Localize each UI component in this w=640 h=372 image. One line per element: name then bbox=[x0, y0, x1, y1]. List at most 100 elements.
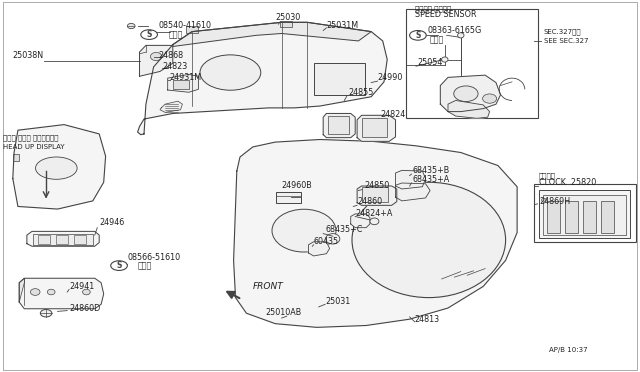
Text: 24860: 24860 bbox=[357, 198, 382, 206]
Text: 24850: 24850 bbox=[365, 181, 390, 190]
Text: CLOCK  25820: CLOCK 25820 bbox=[539, 178, 596, 187]
Bar bbox=[362, 187, 388, 202]
Ellipse shape bbox=[483, 94, 497, 103]
Text: 25031: 25031 bbox=[325, 297, 350, 306]
Text: 24855: 24855 bbox=[348, 88, 374, 97]
Text: （４）: （４） bbox=[138, 262, 152, 271]
Ellipse shape bbox=[442, 57, 448, 62]
Text: 24823: 24823 bbox=[162, 62, 187, 71]
Ellipse shape bbox=[541, 198, 547, 202]
Text: 24960B: 24960B bbox=[282, 181, 312, 190]
Ellipse shape bbox=[127, 23, 135, 29]
Polygon shape bbox=[19, 278, 104, 309]
Polygon shape bbox=[168, 74, 198, 92]
Polygon shape bbox=[396, 170, 426, 189]
Polygon shape bbox=[351, 214, 370, 228]
Bar bbox=[565, 201, 578, 232]
Polygon shape bbox=[13, 125, 106, 209]
Circle shape bbox=[141, 30, 157, 39]
Text: SEC.327参照: SEC.327参照 bbox=[544, 29, 582, 35]
Circle shape bbox=[111, 261, 127, 270]
Bar bbox=[543, 195, 626, 235]
Polygon shape bbox=[308, 242, 330, 256]
Text: 08540-41610: 08540-41610 bbox=[159, 21, 212, 30]
Text: 25010AB: 25010AB bbox=[266, 308, 302, 317]
Polygon shape bbox=[173, 22, 371, 46]
Bar bbox=[547, 201, 560, 232]
Circle shape bbox=[410, 31, 426, 40]
Ellipse shape bbox=[326, 234, 340, 244]
Polygon shape bbox=[396, 183, 430, 201]
Text: S: S bbox=[415, 31, 420, 40]
Ellipse shape bbox=[35, 157, 77, 179]
Bar bbox=[534, 184, 636, 242]
Bar bbox=[362, 118, 387, 137]
Text: 24824: 24824 bbox=[381, 110, 406, 119]
Bar bbox=[33, 234, 93, 245]
Text: SPEED SENSOR: SPEED SENSOR bbox=[415, 10, 476, 19]
Text: 60435: 60435 bbox=[314, 237, 339, 246]
Polygon shape bbox=[357, 186, 397, 205]
Ellipse shape bbox=[47, 289, 55, 295]
Bar bbox=[276, 192, 301, 203]
Polygon shape bbox=[140, 45, 173, 76]
Bar bbox=[38, 235, 50, 244]
Text: ヘッド アップ ディスプレー: ヘッド アップ ディスプレー bbox=[3, 135, 59, 141]
Polygon shape bbox=[323, 113, 355, 138]
Text: 68435+B: 68435+B bbox=[413, 166, 450, 175]
Ellipse shape bbox=[200, 55, 261, 90]
Text: AP/B 10:37: AP/B 10:37 bbox=[549, 347, 588, 353]
Text: 24946: 24946 bbox=[99, 218, 124, 227]
Polygon shape bbox=[234, 140, 517, 327]
Ellipse shape bbox=[83, 289, 90, 295]
Ellipse shape bbox=[458, 33, 464, 38]
Polygon shape bbox=[357, 115, 396, 141]
Text: 08363-6165G: 08363-6165G bbox=[428, 26, 482, 35]
Ellipse shape bbox=[272, 209, 336, 252]
Text: 25054: 25054 bbox=[417, 58, 443, 67]
Ellipse shape bbox=[31, 289, 40, 295]
Ellipse shape bbox=[40, 310, 52, 317]
Bar bbox=[74, 235, 86, 244]
Polygon shape bbox=[160, 101, 182, 112]
Text: 24990: 24990 bbox=[378, 73, 403, 82]
Text: 24813: 24813 bbox=[415, 315, 440, 324]
Text: 25031M: 25031M bbox=[326, 21, 358, 30]
Polygon shape bbox=[440, 75, 500, 112]
Bar bbox=[314, 63, 365, 95]
Bar bbox=[539, 190, 630, 238]
Bar bbox=[56, 235, 68, 244]
Text: 24860D: 24860D bbox=[69, 304, 100, 313]
Bar bbox=[186, 26, 198, 33]
Polygon shape bbox=[138, 22, 387, 135]
Text: 24869H: 24869H bbox=[539, 198, 570, 206]
Text: S: S bbox=[147, 30, 152, 39]
Text: 24868: 24868 bbox=[159, 51, 184, 60]
Polygon shape bbox=[448, 100, 490, 118]
Text: （１）: （１） bbox=[168, 30, 182, 39]
Bar bbox=[13, 154, 19, 161]
Ellipse shape bbox=[150, 52, 162, 61]
Text: 24931M: 24931M bbox=[170, 73, 202, 82]
Bar bbox=[601, 201, 614, 232]
Text: 24941: 24941 bbox=[69, 282, 94, 291]
Bar bbox=[583, 201, 596, 232]
Bar bbox=[406, 9, 538, 118]
Text: 24824+A: 24824+A bbox=[355, 209, 392, 218]
Polygon shape bbox=[27, 231, 99, 246]
Text: 68435+A: 68435+A bbox=[413, 175, 450, 184]
Text: スピード センサー: スピード センサー bbox=[415, 5, 451, 12]
Bar bbox=[328, 116, 349, 134]
Ellipse shape bbox=[352, 182, 506, 298]
Bar bbox=[280, 21, 292, 27]
Polygon shape bbox=[19, 278, 24, 302]
Text: SEE SEC.327: SEE SEC.327 bbox=[544, 38, 589, 44]
Text: フロック: フロック bbox=[539, 173, 556, 179]
Text: 08566-51610: 08566-51610 bbox=[128, 253, 181, 262]
Bar bbox=[173, 80, 189, 89]
Ellipse shape bbox=[454, 86, 478, 102]
Text: 25038N: 25038N bbox=[13, 51, 44, 60]
Text: FRONT: FRONT bbox=[253, 282, 284, 291]
Text: HEAD UP DISPLAY: HEAD UP DISPLAY bbox=[3, 144, 65, 150]
Text: （１）: （１） bbox=[430, 35, 444, 44]
